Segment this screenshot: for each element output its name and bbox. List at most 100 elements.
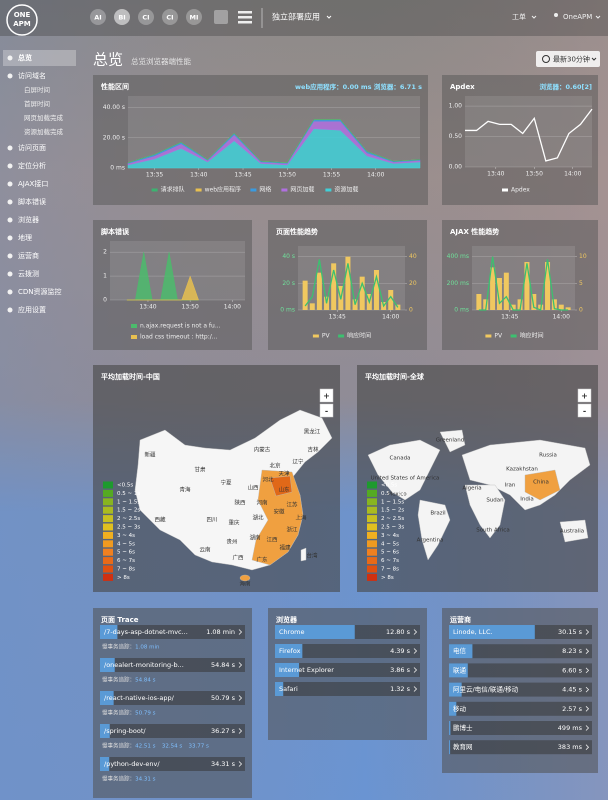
row-value[interactable]: 6.60 s [562, 666, 583, 674]
row-value[interactable]: 3.86 s [390, 666, 411, 674]
sidebar-item[interactable]: 应用设置 [18, 305, 46, 314]
row-value[interactable]: 1.08 min [206, 628, 235, 636]
sidebar-item[interactable]: 运营商 [18, 251, 39, 260]
app-icon[interactable] [162, 9, 178, 25]
sidebar-item[interactable]: 访问域名 [18, 71, 46, 80]
row-value[interactable]: 8.23 s [562, 647, 583, 655]
row[interactable] [449, 682, 592, 697]
row-value[interactable]: 1.32 s [390, 685, 411, 693]
row[interactable] [449, 663, 592, 678]
row-name[interactable]: /7-days-asp-dotnet-mvc... [104, 628, 188, 636]
row[interactable] [275, 682, 420, 696]
sidebar-item[interactable]: 脚本错误 [18, 197, 46, 206]
user-menu[interactable]: OneAPM [563, 13, 592, 21]
zoom-label[interactable]: - [583, 407, 586, 416]
row-name[interactable]: /spring-boot/ [104, 727, 146, 735]
y-tick-label: 0 ms [280, 307, 295, 314]
row-name[interactable]: /python-dev-env/ [104, 760, 160, 768]
deploy-menu[interactable]: 独立部署应用 [272, 12, 320, 22]
slow-trace[interactable]: 32.54 s [162, 744, 182, 750]
row[interactable] [100, 757, 245, 771]
slow-trace[interactable]: 34.31 s [135, 777, 155, 783]
legend-label: 1 ~ 1.5s [381, 499, 404, 505]
row-value[interactable]: 54.84 s [211, 661, 236, 669]
slow-trace[interactable]: 42.51 s [135, 744, 155, 750]
sidebar-item[interactable]: 定位分析 [18, 161, 46, 170]
app-label[interactable]: AI [94, 14, 101, 22]
legend-label: 6 ~ 7s [381, 558, 399, 564]
row-name[interactable]: Firefox [279, 647, 301, 655]
row-value[interactable]: 30.15 s [558, 628, 583, 636]
row-value[interactable]: 2.57 s [562, 705, 583, 713]
app-icon[interactable] [138, 9, 154, 25]
sidebar-icon [7, 253, 13, 259]
sidebar-item[interactable]: AJAX接口 [18, 179, 48, 188]
row-value[interactable]: 499 ms [558, 724, 583, 732]
row[interactable] [100, 724, 245, 738]
row[interactable] [449, 701, 592, 716]
row[interactable] [275, 644, 420, 658]
row[interactable] [100, 625, 245, 639]
row-name[interactable]: Safari [279, 685, 298, 693]
row[interactable] [100, 691, 245, 705]
ticket-link[interactable]: 工单 [512, 12, 526, 21]
row[interactable] [449, 721, 592, 735]
time-range[interactable]: 最新30分钟 [553, 55, 590, 64]
row-name[interactable]: Linode, LLC. [453, 628, 493, 636]
apps-grid-icon[interactable] [214, 10, 228, 24]
zoom-label[interactable]: - [325, 407, 328, 416]
slow-trace[interactable]: 33.77 s [189, 744, 209, 750]
row-value[interactable]: 4.45 s [562, 686, 583, 694]
zoom-button[interactable] [577, 388, 592, 403]
sidebar-item[interactable]: 总览 [18, 53, 32, 62]
row-name[interactable]: 教育网 [453, 742, 473, 751]
row-value[interactable]: 34.31 s [211, 760, 236, 768]
app-icon[interactable] [186, 9, 202, 25]
zoom-label[interactable]: + [581, 392, 588, 401]
row-value[interactable]: 36.27 s [211, 727, 236, 735]
row-name[interactable]: 电信 [453, 646, 467, 655]
region-label: 宁夏 [220, 479, 232, 487]
row-name[interactable]: 移动 [453, 704, 467, 713]
row-value[interactable]: 50.79 s [211, 694, 236, 702]
app-label[interactable]: CI [166, 14, 173, 22]
row[interactable] [449, 644, 592, 659]
area [127, 119, 421, 163]
sidebar-subitem[interactable]: 网页加载完成 [24, 113, 64, 122]
slow-trace[interactable]: 50.79 s [135, 711, 155, 717]
app-label[interactable]: BI [118, 14, 125, 22]
slow-trace[interactable]: 54.84 s [135, 678, 155, 684]
row-name[interactable]: Internet Explorer [279, 666, 334, 674]
slow-trace[interactable]: 1.08 min [135, 645, 160, 651]
row-value[interactable]: 383 ms [558, 743, 583, 751]
zoom-button[interactable] [577, 403, 592, 418]
app-icon[interactable] [90, 9, 106, 25]
sidebar-item[interactable]: CDN资源监控 [18, 287, 62, 296]
zoom-label[interactable]: + [323, 392, 330, 401]
menu-icon[interactable] [238, 11, 252, 24]
sidebar-item[interactable]: 云拨测 [18, 269, 39, 278]
row-name[interactable]: /onealert-monitoring-b... [104, 661, 184, 669]
row-name[interactable]: /react-native-ios-app/ [104, 694, 175, 702]
sidebar-item[interactable]: 浏览器 [18, 215, 39, 224]
time-range-button[interactable] [536, 51, 600, 67]
sidebar-item[interactable]: 访问页面 [18, 143, 46, 152]
sidebar-subitem[interactable]: 首屏时间 [24, 99, 50, 108]
row[interactable] [449, 740, 592, 755]
row[interactable] [100, 658, 245, 672]
zoom-button[interactable] [319, 388, 334, 403]
row-name[interactable]: 阿里云/电信/联通/移动 [453, 685, 519, 694]
row-value[interactable]: 4.39 s [390, 647, 411, 655]
row-name[interactable]: 鹏博士 [453, 723, 473, 732]
row-value[interactable]: 12.80 s [386, 628, 411, 636]
app-label[interactable]: MI [190, 14, 199, 22]
row-name[interactable]: 联通 [453, 665, 467, 674]
sidebar-item[interactable]: 地理 [18, 233, 32, 242]
sidebar-subitem[interactable]: 白屏时间 [24, 85, 50, 94]
row[interactable] [275, 663, 420, 677]
zoom-button[interactable] [319, 403, 334, 418]
app-icon[interactable] [114, 9, 130, 25]
app-label[interactable]: CI [142, 14, 149, 22]
sidebar-subitem[interactable]: 资源加载完成 [24, 127, 64, 136]
row-name[interactable]: Chrome [279, 628, 305, 636]
